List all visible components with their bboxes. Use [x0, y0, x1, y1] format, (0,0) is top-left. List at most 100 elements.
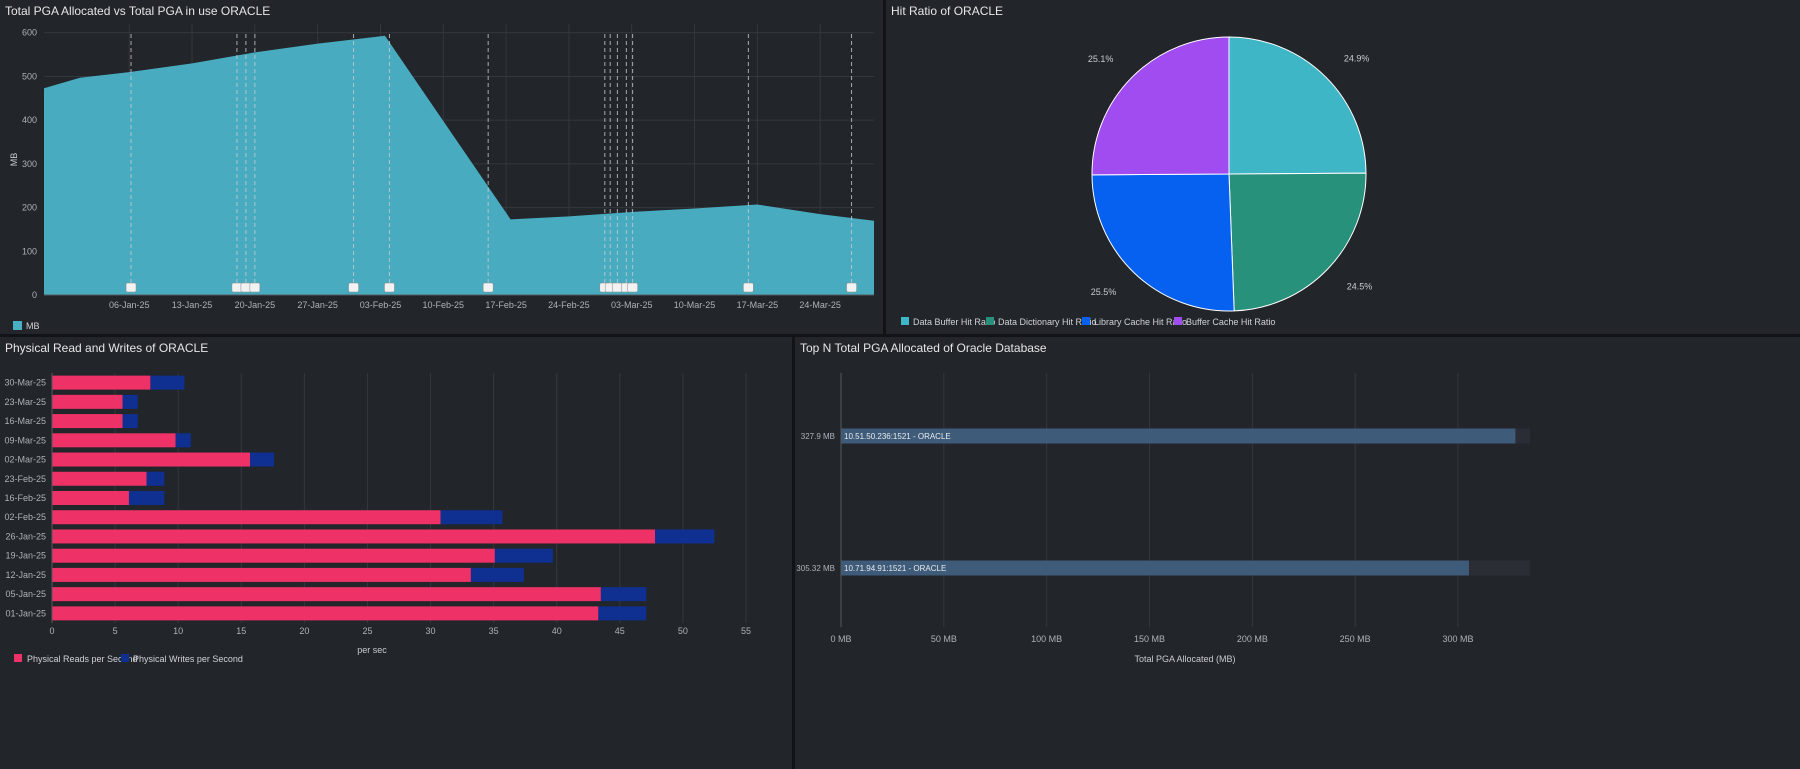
- y-tick-label: 600: [22, 28, 37, 38]
- x-tick-label: 13-Jan-25: [172, 300, 213, 310]
- pie-legend-swatch[interactable]: [986, 317, 994, 325]
- x-tick-label: 20-Jan-25: [235, 300, 276, 310]
- pie-legend-label: Library Cache Hit Ratio: [1094, 317, 1187, 327]
- y-tick-label: 0: [32, 290, 37, 300]
- bar-physical-writes[interactable]: [250, 452, 275, 467]
- x-tick-label: 0 MB: [830, 634, 851, 644]
- legend-label-mb: MB: [26, 321, 40, 331]
- bar-physical-writes[interactable]: [175, 433, 191, 448]
- pie-legend-label: Buffer Cache Hit Ratio: [1186, 317, 1275, 327]
- pie-legend-label: Data Dictionary Hit Ratio: [998, 317, 1097, 327]
- event-marker-icon[interactable]: [231, 282, 243, 293]
- bar-physical-writes[interactable]: [128, 491, 165, 505]
- x-tick-label: 55: [741, 626, 751, 636]
- y-tick-label: 23-Feb-25: [4, 474, 46, 484]
- bar-physical-reads[interactable]: [52, 567, 471, 582]
- bar-physical-reads[interactable]: [52, 548, 495, 563]
- x-tick-label: 10-Feb-25: [423, 300, 465, 310]
- pie-slice[interactable]: [1091, 36, 1230, 176]
- x-tick-label: 03-Feb-25: [360, 300, 402, 310]
- pie-legend-swatch[interactable]: [1174, 317, 1182, 325]
- topn-title: Top N Total PGA Allocated of Oracle Data…: [800, 341, 1047, 355]
- physical-rw-chart: 0 5 10 15 20 25 30 35 40 45 50 55 30-Mar-25 23-Mar-25…: [4, 373, 751, 664]
- event-marker-icon[interactable]: [249, 282, 261, 293]
- bar-physical-reads[interactable]: [52, 433, 176, 448]
- event-marker-icon[interactable]: [348, 282, 359, 293]
- topn-chart: 0 MB 50 MB 100 MB 150 MB 200 MB 250 MB 300 MB 1…: [796, 373, 1530, 664]
- pie-slice[interactable]: [1228, 172, 1367, 312]
- legend-swatch-reads[interactable]: [14, 654, 22, 662]
- topn-panel: Top N Total PGA Allocated of Oracle Data…: [795, 337, 1800, 769]
- x-tick-label: 200 MB: [1237, 634, 1268, 644]
- event-marker-icon[interactable]: [125, 282, 137, 293]
- event-marker-icon[interactable]: [743, 282, 754, 293]
- pie-value-label: 24.9%: [1344, 53, 1370, 63]
- y-tick-label: 02-Mar-25: [4, 455, 46, 465]
- pie-legend-swatch[interactable]: [1082, 317, 1090, 325]
- bar-physical-writes[interactable]: [150, 375, 185, 390]
- bar-physical-writes[interactable]: [122, 394, 138, 409]
- x-tick-label: 50 MB: [931, 634, 957, 644]
- x-tick-label: 30: [426, 626, 436, 636]
- bar-physical-writes[interactable]: [494, 548, 553, 563]
- bar-physical-writes[interactable]: [440, 510, 503, 525]
- pie-value-label: 25.5%: [1091, 287, 1117, 297]
- pga-area-chart: 0 100 200 300 400 500 600 06-Jan-25 13-Jan-25 20-…: [9, 24, 874, 331]
- y-tick-label: 01-Jan-25: [5, 608, 46, 618]
- y-tick-label: 26-Jan-25: [5, 531, 46, 541]
- y-tick-label: 30-Mar-25: [4, 378, 46, 388]
- bar-physical-writes[interactable]: [655, 529, 715, 544]
- bar-physical-reads[interactable]: [52, 452, 251, 467]
- bar-physical-reads[interactable]: [52, 394, 123, 409]
- x-tick-label: 17-Feb-25: [485, 300, 527, 310]
- bar-pga-allocated[interactable]: [841, 560, 1469, 576]
- pie-slice[interactable]: [1091, 173, 1235, 312]
- bar-physical-writes[interactable]: [470, 567, 524, 582]
- y-tick-label: 09-Mar-25: [4, 435, 46, 445]
- event-marker-icon[interactable]: [482, 282, 494, 293]
- bar-physical-reads[interactable]: [52, 510, 441, 525]
- pie-legend-swatch[interactable]: [901, 317, 909, 325]
- x-tick-label: 300 MB: [1442, 634, 1473, 644]
- bar-physical-writes[interactable]: [146, 471, 165, 486]
- y-tick-label: 200: [22, 203, 37, 213]
- x-tick-label: 06-Jan-25: [109, 300, 150, 310]
- pie-legend-label: Data Buffer Hit Ratio: [913, 317, 995, 327]
- bar-physical-reads[interactable]: [52, 414, 123, 429]
- bar-physical-writes[interactable]: [122, 414, 138, 429]
- bar-pga-allocated[interactable]: [841, 428, 1516, 444]
- x-tick-label: 100 MB: [1031, 634, 1062, 644]
- event-marker-icon[interactable]: [846, 282, 857, 293]
- legend-swatch-writes[interactable]: [121, 654, 129, 662]
- bar-physical-reads[interactable]: [52, 491, 129, 505]
- event-marker-icon[interactable]: [612, 282, 623, 293]
- bar-physical-reads[interactable]: [52, 375, 151, 390]
- event-marker-icon[interactable]: [384, 282, 395, 293]
- bar-physical-writes[interactable]: [600, 587, 647, 602]
- bar-physical-reads[interactable]: [52, 529, 656, 544]
- x-tick-label: 25: [362, 626, 372, 636]
- x-tick-label: 0: [49, 626, 54, 636]
- pie-slice[interactable]: [1228, 36, 1367, 175]
- legend-swatch-mb[interactable]: [13, 321, 22, 330]
- bar-category-label: 10.51.50.236:1521 - ORACLE: [844, 432, 951, 441]
- x-tick-label: 24-Feb-25: [548, 300, 590, 310]
- x-tick-label: 40: [552, 626, 562, 636]
- pie-value-label: 24.5%: [1347, 282, 1373, 292]
- bar-category-label: 10.71.94.91:1521 - ORACLE: [844, 564, 946, 573]
- x-tick-label: 15: [236, 626, 246, 636]
- event-marker-icon[interactable]: [627, 282, 638, 293]
- y-tick-label: 23-Mar-25: [4, 397, 46, 407]
- x-tick-label: 250 MB: [1340, 634, 1371, 644]
- hit-ratio-panel: Hit Ratio of ORACLE 24.9% 24.5% 25.5% 25.1%…: [886, 0, 1800, 334]
- bar-physical-reads[interactable]: [52, 606, 599, 621]
- y-tick-label: 19-Jan-25: [5, 551, 46, 561]
- y-tick-label: 05-Jan-25: [5, 589, 46, 599]
- x-tick-label: 17-Mar-25: [737, 300, 779, 310]
- y-tick-label: 400: [22, 115, 37, 125]
- bar-physical-reads[interactable]: [52, 471, 147, 486]
- bar-physical-reads[interactable]: [52, 587, 601, 602]
- y-tick-label: 12-Jan-25: [5, 570, 46, 580]
- bar-physical-writes[interactable]: [598, 606, 647, 621]
- event-marker-icon[interactable]: [240, 282, 252, 293]
